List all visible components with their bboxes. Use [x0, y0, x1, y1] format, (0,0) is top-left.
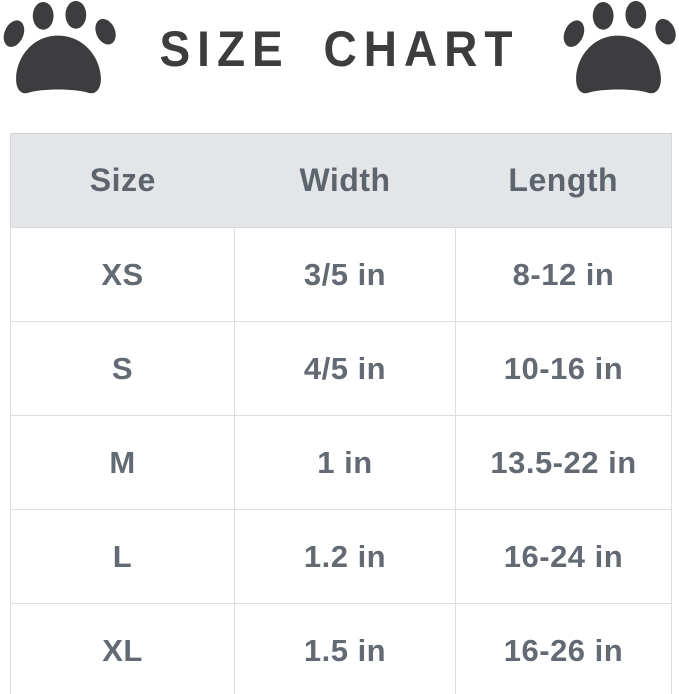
table-row: S 4/5 in 10-16 in [10, 321, 672, 416]
table-row: XS 3/5 in 8-12 in [10, 227, 672, 322]
cell-size: L [10, 509, 235, 604]
cell-width: 3/5 in [234, 227, 456, 322]
table-row: XL 1.5 in 16-26 in [10, 603, 672, 694]
table-row: L 1.2 in 16-24 in [10, 509, 672, 604]
column-header-size: Size [10, 133, 235, 228]
table-body: XS 3/5 in 8-12 in S 4/5 in 10-16 in M 1 in 13.5-… [10, 227, 672, 694]
column-header-width: Width [234, 133, 456, 228]
table-header-row: Size Width Length [10, 133, 672, 228]
cell-size: S [10, 321, 235, 416]
page-title: SIZE CHART [159, 20, 520, 77]
size-chart-table: Size Width Length XS 3/5 in 8-12 in S 4/5 in… [10, 133, 672, 694]
paw-icon [563, 0, 676, 94]
cell-length: 13.5-22 in [455, 415, 672, 510]
cell-size: XS [10, 227, 235, 322]
cell-length: 10-16 in [455, 321, 672, 416]
cell-width: 4/5 in [234, 321, 456, 416]
cell-width: 1.2 in [234, 509, 456, 604]
cell-length: 16-24 in [455, 509, 672, 604]
cell-length: 16-26 in [455, 603, 672, 694]
header: SIZE CHART [0, 0, 679, 102]
cell-size: M [10, 415, 235, 510]
cell-width: 1.5 in [234, 603, 456, 694]
column-header-length: Length [455, 133, 672, 228]
cell-size: XL [10, 603, 235, 694]
cell-length: 8-12 in [455, 227, 672, 322]
paw-icon [3, 0, 116, 94]
table-header: Size Width Length [10, 133, 672, 228]
cell-width: 1 in [234, 415, 456, 510]
